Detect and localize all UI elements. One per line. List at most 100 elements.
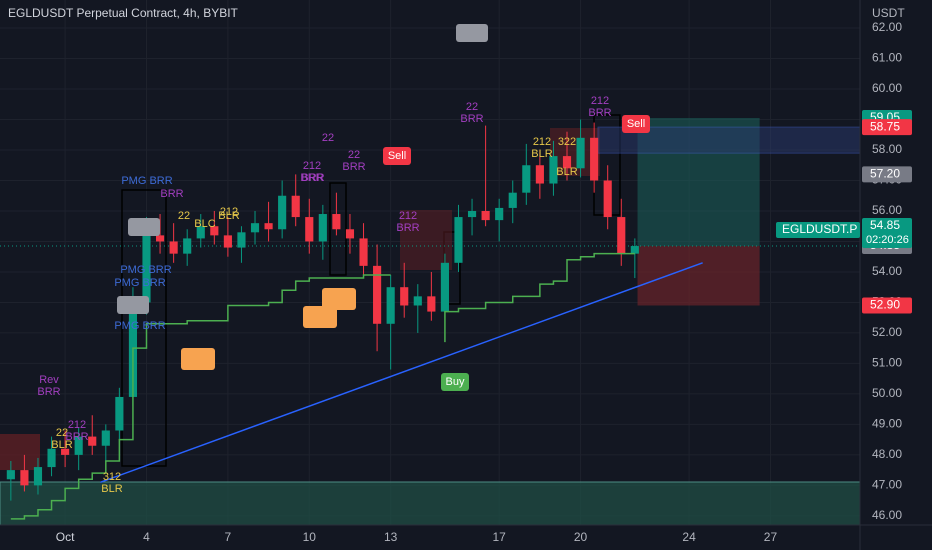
candle-body xyxy=(61,448,70,455)
price-label-bg xyxy=(862,119,912,136)
sell-badge xyxy=(622,115,650,133)
supply-zone xyxy=(0,434,40,470)
pattern-label: BLR xyxy=(51,439,72,451)
pattern-label: BLR xyxy=(531,148,552,160)
signal-icon xyxy=(128,218,160,236)
y-tick-label: 54.00 xyxy=(872,264,902,278)
pattern-label: BLR xyxy=(218,210,239,222)
pattern-label: PMG BRR xyxy=(120,264,171,276)
candle-body xyxy=(386,287,395,324)
pattern-label: 212 xyxy=(303,160,321,172)
candle-body xyxy=(196,226,205,239)
candle-body xyxy=(590,137,599,181)
candle-body xyxy=(155,235,165,242)
price-label: 58.75 xyxy=(870,119,900,133)
y-tick-label: 58.00 xyxy=(872,142,902,156)
candle-body xyxy=(373,265,382,324)
price-label-bg xyxy=(862,297,912,314)
price-label: 57.20 xyxy=(870,167,900,181)
candle-body xyxy=(522,165,531,193)
pattern-label: BRR xyxy=(37,386,60,398)
candle-body xyxy=(101,430,110,446)
pattern-label: 22 xyxy=(322,132,334,144)
pattern-label: 212 xyxy=(399,210,417,222)
candle-body xyxy=(481,210,490,221)
candle-body xyxy=(305,217,314,242)
x-tick-label: 7 xyxy=(225,530,232,544)
y-tick-label: 46.00 xyxy=(872,508,902,522)
x-tick-label: 17 xyxy=(493,530,507,544)
pattern-label: BRR xyxy=(342,161,365,173)
pattern-box xyxy=(329,182,347,276)
pattern-label: 312 xyxy=(103,471,121,483)
candle-body xyxy=(413,296,422,306)
position-tool xyxy=(0,117,861,306)
candle-body xyxy=(74,436,83,455)
candle-body xyxy=(359,238,368,266)
candle-body xyxy=(630,246,639,254)
candle-body xyxy=(210,226,219,236)
buy-badge xyxy=(441,373,469,391)
countdown: 02:20:26 xyxy=(866,234,909,246)
pattern-label: BRR xyxy=(301,172,324,184)
pattern-label: 212 xyxy=(533,136,551,148)
trailing-stop xyxy=(10,252,635,520)
candle-body xyxy=(495,207,504,221)
candle-body xyxy=(508,192,517,208)
pattern-label: 212 xyxy=(591,95,609,107)
pattern-label: 22 xyxy=(466,101,478,113)
sell-label: Sell xyxy=(627,118,645,130)
pattern-label: BRR xyxy=(300,172,323,184)
y-tick-label: 62.00 xyxy=(872,20,902,34)
candle-body xyxy=(549,156,558,184)
candle-body xyxy=(142,235,151,303)
candle-body xyxy=(617,217,626,254)
price-label-bg xyxy=(862,166,912,183)
x-tick-label: 20 xyxy=(574,530,588,544)
pattern-label: 212 xyxy=(68,419,86,431)
demand-zone xyxy=(0,481,861,526)
pattern-label: BRR xyxy=(588,107,611,119)
candle-body xyxy=(440,262,449,312)
buy-label: Buy xyxy=(446,376,465,388)
hammer-icon xyxy=(322,288,356,310)
hammer-icon xyxy=(181,348,215,370)
candle-body xyxy=(88,436,97,446)
pattern-label: PMG BRR xyxy=(114,320,165,332)
sell-badge xyxy=(383,147,411,165)
pattern-label: BLR xyxy=(556,166,577,178)
stop-zone xyxy=(637,246,760,306)
pattern-label: PMG BRR xyxy=(121,175,172,187)
candle-body xyxy=(291,195,300,218)
sell-label: Sell xyxy=(388,150,406,162)
candle-body xyxy=(47,448,56,468)
candle-body xyxy=(454,217,463,263)
candle-body xyxy=(400,287,409,306)
axis-unit: USDT xyxy=(872,6,905,20)
x-tick-label: Oct xyxy=(56,530,75,544)
y-tick-label: 48.00 xyxy=(872,447,902,461)
y-tick-label: 49.00 xyxy=(872,417,902,431)
candle-body xyxy=(169,241,178,254)
symbol-label: EGLDUSDT.P xyxy=(782,222,857,236)
pattern-label: BLR xyxy=(101,483,122,495)
last-price-bg xyxy=(862,218,912,249)
pattern-label: 22 xyxy=(56,427,68,439)
pattern-label: 322 xyxy=(558,136,576,148)
candle-body xyxy=(250,223,260,233)
y-tick-label: 51.00 xyxy=(872,356,902,370)
x-tick-label: 24 xyxy=(682,530,696,544)
y-tick-label: 61.00 xyxy=(872,51,902,65)
x-tick-label: 4 xyxy=(143,530,150,544)
pattern-label: BLC xyxy=(194,218,215,230)
candle-body xyxy=(6,470,15,480)
candle-body xyxy=(603,180,612,218)
symbol-badge xyxy=(776,222,860,239)
candle-body xyxy=(264,223,273,230)
candle-body xyxy=(345,229,355,239)
candle-body xyxy=(20,470,29,486)
pattern-label: PMG BRR xyxy=(114,277,165,289)
